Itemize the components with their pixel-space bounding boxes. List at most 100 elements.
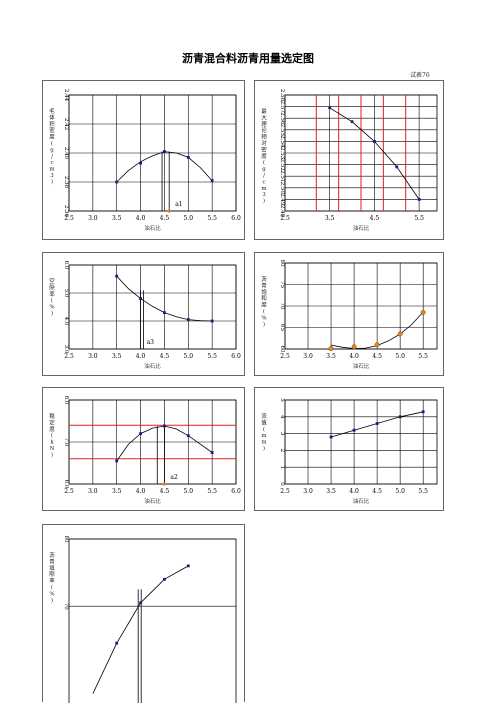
y-axis-label: ) <box>51 451 53 458</box>
x-tick-label: 2.5 <box>64 215 74 222</box>
data-point <box>139 297 142 300</box>
x-tick-label: 5.0 <box>395 488 405 495</box>
x-tick-label: 3.0 <box>303 353 313 360</box>
x-tick-label: 3.5 <box>112 488 122 495</box>
data-point <box>186 564 190 568</box>
data-point <box>417 198 421 201</box>
y-tick-label: 2 <box>279 449 285 453</box>
x-axis-label: 油石比 <box>144 224 161 232</box>
chart-vma: 70 80 沥青填隙率(%) <box>42 524 245 703</box>
chart-voids: 2.5 3.0 3.5 4.0 4.5 5.0 5.5 6.0 3.0 4.0 5.0 6.0 a3 油石… <box>42 252 245 376</box>
y-axis-label: 3 <box>262 192 266 198</box>
fit-curve <box>92 565 189 694</box>
y-tick-label: 2.51 <box>279 170 285 182</box>
x-tick-label: 4.5 <box>160 488 170 495</box>
y-tick-label: 2.55 <box>279 124 285 137</box>
chart-density: 2.5 3.0 3.5 4.0 4.5 5.0 5.5 6.0 2.36 2.38 2.40 2.42… <box>42 80 245 240</box>
chart-theory: 2.5 3.5 4.5 5.5 2.48 2.49 2.50 2.51 2.52 2.53 2.54… <box>254 80 444 240</box>
x-tick-label: 3.0 <box>88 215 98 222</box>
data-point <box>186 318 190 321</box>
x-tick-label: 3.5 <box>326 353 336 360</box>
y-tick-label: 80 <box>279 260 285 267</box>
annotation-label: a1 <box>175 201 182 208</box>
data-point <box>421 410 425 414</box>
x-tick-label: 2.5 <box>280 353 290 360</box>
x-tick-label: 3.5 <box>325 215 335 222</box>
x-axis-label: 油石比 <box>353 362 370 370</box>
data-point <box>420 310 426 315</box>
y-tick-label: 2.53 <box>279 147 285 160</box>
y-tick-label: 3.0 <box>63 345 69 354</box>
y-tick-label: 2.42 <box>63 118 69 130</box>
data-point <box>210 319 214 323</box>
y-axis-label: ) <box>51 597 53 604</box>
x-tick-label: 5.5 <box>418 488 428 495</box>
data-point <box>115 180 119 184</box>
x-tick-label: 5.5 <box>207 488 217 495</box>
y-tick-label: 2.58 <box>279 89 285 102</box>
plot-frame <box>68 538 237 703</box>
data-point <box>329 435 333 439</box>
peak-marker-point <box>167 209 171 213</box>
y-axis-label: 相 <box>261 133 267 141</box>
y-tick-label: 3 <box>279 432 285 436</box>
y-axis-label: 率 <box>49 290 55 298</box>
data-point <box>186 434 190 438</box>
data-point <box>328 106 332 110</box>
y-axis-label: 流 <box>261 412 267 420</box>
data-point <box>395 165 399 169</box>
data-point <box>139 601 142 605</box>
x-tick-label: 4.0 <box>349 488 359 495</box>
y-axis-label: / <box>263 173 265 179</box>
y-axis-label: 度 <box>261 152 267 160</box>
y-axis-label: 值 <box>261 418 267 426</box>
y-tick-label: 2.54 <box>279 135 285 148</box>
y-axis-label: ( <box>51 140 53 147</box>
x-tick-label: 3.0 <box>303 488 313 495</box>
plot-frame <box>68 399 237 485</box>
x-tick-label: 5.0 <box>395 353 405 360</box>
y-axis-label: g <box>262 167 266 173</box>
y-axis-label: ( <box>263 159 265 166</box>
y-axis-label: ( <box>263 308 265 315</box>
data-point <box>163 150 166 153</box>
y-axis-label: 密 <box>261 145 267 153</box>
annotation-label: a2 <box>170 474 178 481</box>
plot-frame <box>68 264 237 350</box>
data-point <box>373 140 376 143</box>
y-tick-label: 2.50 <box>279 182 285 195</box>
data-point <box>163 577 166 581</box>
x-tick-label: 3.0 <box>88 488 98 495</box>
x-tick-label: 4.5 <box>372 488 382 495</box>
data-point <box>210 451 214 454</box>
x-tick-label: 5.5 <box>414 215 424 222</box>
x-tick-label: 4.5 <box>370 215 380 222</box>
y-tick-label: 5.0 <box>63 289 69 298</box>
y-tick-label: 80 <box>63 536 69 543</box>
y-axis-label: c <box>262 179 265 185</box>
y-tick-label: 2.52 <box>279 158 285 170</box>
chart-density-svg: 2.5 3.0 3.5 4.0 4.5 5.0 5.5 6.0 2.36 2.38 2.40 2.42… <box>49 89 241 232</box>
y-tick-label: 0 <box>279 482 285 486</box>
x-tick-label: 4.5 <box>372 353 382 360</box>
y-axis-label: / <box>51 154 53 160</box>
y-axis-label: 填 <box>49 564 55 572</box>
y-axis-label: m <box>49 167 55 173</box>
y-tick-label: 2.56 <box>279 112 285 125</box>
y-axis-label: ( <box>51 432 53 439</box>
y-axis-label: k <box>50 440 54 446</box>
x-tick-label: 4.0 <box>136 353 146 360</box>
y-axis-label: 密 <box>49 126 55 134</box>
sheet-number: 试表76 <box>410 72 430 79</box>
data-point <box>139 432 142 435</box>
y-axis-label: 隙 <box>49 283 55 291</box>
y-axis-label: ) <box>51 310 53 317</box>
data-point <box>398 415 402 419</box>
y-tick-label: 7.0 <box>63 438 69 447</box>
y-axis-label: 沥 <box>261 275 267 283</box>
y-axis-label: 和 <box>261 294 267 302</box>
y-tick-label: 70 <box>63 603 69 610</box>
y-axis-label: 积 <box>49 121 55 128</box>
y-axis-label: 理 <box>261 121 267 128</box>
